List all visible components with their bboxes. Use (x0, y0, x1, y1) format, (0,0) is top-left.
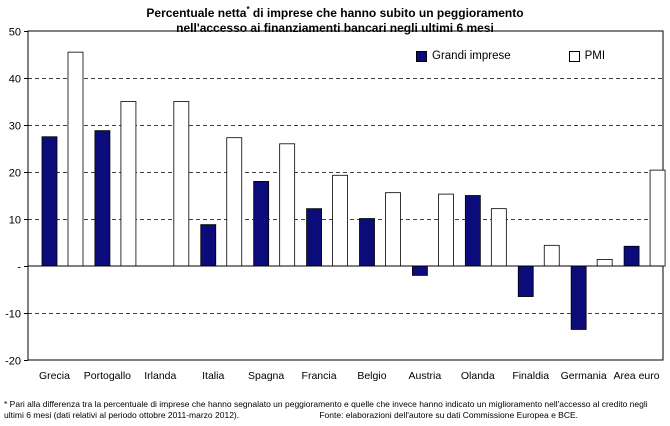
bar-pmi (120, 101, 137, 267)
bar-pmi (67, 51, 84, 267)
source-note: Fonte: elaborazioni dell'autore su dati … (319, 409, 578, 420)
x-tick-label: Area euro (613, 370, 659, 382)
bar-pmi (543, 244, 560, 267)
bar-grandi-imprese (412, 265, 428, 276)
bar-pmi (279, 143, 296, 267)
y-tick-label: 50 (9, 27, 21, 39)
x-tick-label: Portogallo (84, 370, 131, 382)
x-tick-label: Belgio (357, 370, 386, 382)
legend-label-grandi-imprese: Grandi imprese (432, 50, 511, 62)
bar-grandi-imprese (464, 195, 481, 267)
bar-grandi-imprese (253, 180, 270, 267)
y-tick-label: 10 (9, 215, 21, 227)
footnote: * Pari alla differenza tra la percentual… (4, 399, 666, 420)
legend: Grandi imprese PMI (416, 50, 663, 62)
legend-item-grandi-imprese: Grandi imprese (416, 50, 511, 62)
y-tick-label: 30 (9, 121, 21, 133)
footnote-text: * Pari alla differenza tra la percentual… (4, 399, 648, 420)
x-tick-label: Austria (409, 370, 442, 382)
x-tick-label: Finaldia (512, 370, 549, 382)
x-tick-label: Spagna (248, 370, 284, 382)
bar-pmi (226, 137, 243, 267)
bar-grandi-imprese (94, 130, 111, 267)
bar-pmi (173, 101, 190, 267)
x-tick-label: Grecia (39, 370, 70, 382)
x-tick-label: Irlanda (144, 370, 176, 382)
legend-swatch-grandi-imprese (416, 50, 427, 62)
x-tick-label: Italia (202, 370, 224, 382)
bar-pmi (385, 192, 401, 267)
x-tick-label: Olanda (461, 370, 495, 382)
bar-pmi (438, 193, 454, 267)
bar-grandi-imprese (359, 218, 375, 267)
bar-pmi (649, 169, 666, 267)
bar-grandi-imprese (517, 265, 534, 297)
bar-pmi (490, 208, 507, 267)
bar-grandi-imprese (200, 224, 217, 267)
y-tick-label: -20 (5, 356, 21, 368)
legend-label-pmi: PMI (584, 50, 606, 62)
bar-pmi (596, 259, 613, 267)
bar-grandi-imprese (570, 265, 587, 330)
y-tick-label: 40 (9, 74, 21, 86)
bar-grandi-imprese (306, 208, 322, 267)
y-tick-label: 20 (9, 168, 21, 180)
bar-pmi (332, 174, 348, 267)
legend-swatch-pmi (568, 50, 580, 62)
bar-grandi-imprese (623, 245, 640, 267)
x-tick-label: Germania (561, 370, 607, 382)
x-tick-label: Francia (302, 370, 337, 382)
legend-item-pmi: PMI (568, 50, 606, 62)
y-tick-label: -10 (5, 309, 21, 321)
bar-grandi-imprese (41, 136, 58, 267)
y-tick-label: - (17, 262, 21, 274)
title-line-1: Percentuale netta* di imprese che hanno … (146, 5, 524, 20)
